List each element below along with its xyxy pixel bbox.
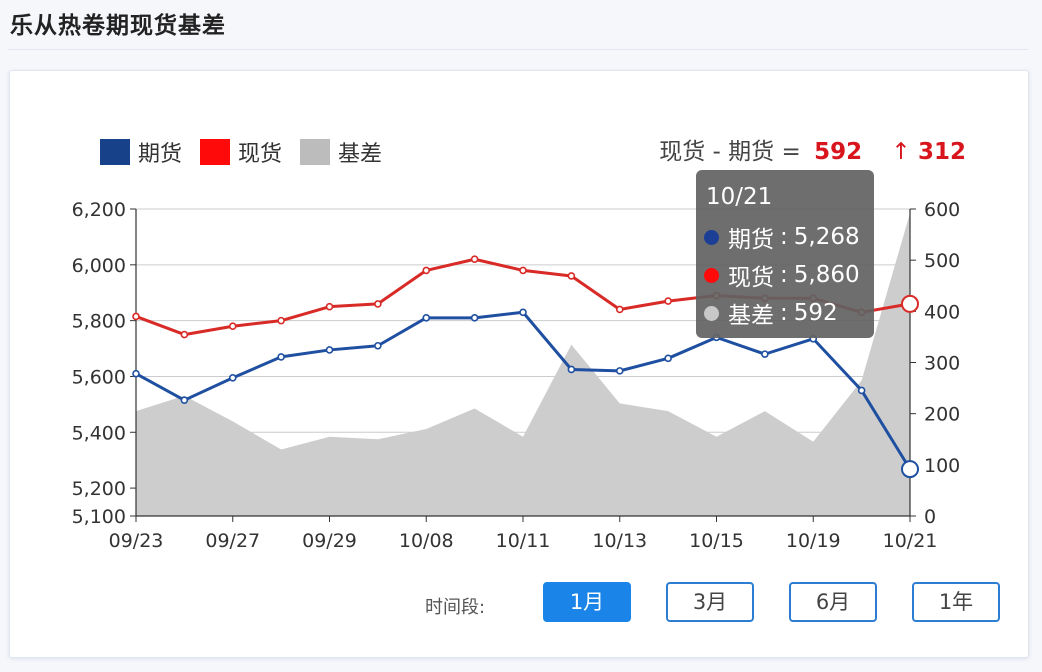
legend-swatch-spot (200, 139, 231, 165)
legend-label-futures: 期货 (138, 142, 183, 167)
legend-swatch-futures (100, 139, 130, 165)
tooltip-dot-futures (704, 229, 719, 245)
period-button-6m[interactable]: 6月 (789, 582, 877, 622)
chart-legend: 期货 现货 基差 (100, 136, 400, 168)
tooltip-name-spot: 现货 (728, 265, 774, 291)
point-futures-10 (615, 367, 624, 375)
x-tick-label-6: 10/15 (689, 530, 744, 552)
point-spot-11 (664, 297, 672, 305)
point-spot-5 (374, 300, 382, 308)
x-tick-label-5: 10/13 (592, 530, 647, 552)
period-selector: 时间段: 1月 3月 6月 1年 (0, 582, 1042, 624)
tooltip-row-basis: 基差 : 592 (704, 296, 838, 330)
page-title: 乐从热卷期现货基差 (10, 13, 226, 39)
x-tick-label-0: 09/23 (109, 530, 164, 552)
series-area-basis (136, 213, 910, 517)
legend-item-futures[interactable]: 期货 (100, 136, 182, 168)
x-tick-label-1: 09/27 (205, 530, 260, 552)
y-right-tick-label-3: 300 (924, 353, 960, 375)
y-left-tick-label-0: 5,100 (72, 506, 126, 528)
y-right-tick-label-0: 0 (924, 506, 936, 528)
point-spot-2 (228, 322, 237, 331)
tooltip-dot-spot (704, 267, 719, 283)
point-futures-15 (857, 386, 866, 395)
point-futures-13 (761, 350, 769, 358)
tooltip-sep-spot: : (780, 262, 788, 288)
tooltip-dot-basis (704, 305, 719, 321)
point-spot-9 (567, 272, 576, 280)
legend-label-spot: 现货 (238, 142, 283, 167)
tooltip-date: 10/21 (706, 184, 773, 210)
point-spot-7 (470, 255, 479, 264)
y-left-tick-label-1: 5,200 (72, 478, 126, 500)
tooltip-value-basis: 592 (793, 300, 838, 326)
point-futures-11 (664, 354, 672, 363)
legend-label-basis: 基差 (338, 142, 383, 167)
y-right-tick-label-5: 500 (924, 250, 960, 272)
point-spot-16 (901, 294, 919, 313)
period-button-1m[interactable]: 1月 (543, 582, 631, 622)
y-left-tick-label-3: 5,600 (72, 366, 126, 388)
tooltip-sep-futures: : (780, 224, 788, 250)
point-spot-1 (180, 330, 189, 339)
tooltip-value-futures: 5,268 (793, 224, 860, 250)
y-right-tick-label-1: 100 (924, 455, 960, 477)
point-futures-4 (325, 346, 334, 354)
period-button-3m[interactable]: 3月 (666, 582, 754, 622)
point-futures-5 (374, 341, 382, 350)
point-futures-8 (519, 308, 527, 317)
chart-tooltip: 10/21 期货 : 5,268 现货 : 5,860 基差 : 592 (696, 170, 874, 338)
tooltip-name-basis: 基差 (728, 303, 774, 329)
y-left-tick-label-4: 5,800 (72, 311, 126, 333)
x-tick-label-4: 10/11 (496, 530, 551, 552)
point-spot-10 (615, 305, 624, 314)
y-left-tick-label-5: 6,000 (72, 255, 126, 277)
summary-label: 现货 - 期货 = (659, 139, 801, 165)
legend-item-basis[interactable]: 基差 (300, 136, 382, 168)
point-futures-7 (470, 314, 479, 322)
point-futures-1 (180, 396, 189, 404)
point-futures-2 (228, 374, 237, 382)
x-tick-label-2: 09/29 (302, 530, 357, 552)
point-spot-6 (422, 266, 431, 275)
up-arrow-icon: ↑ (891, 139, 911, 165)
basis-summary: 现货 - 期货 = 592 ↑ 312 (659, 132, 966, 166)
point-spot-3 (277, 316, 285, 325)
point-futures-3 (277, 353, 285, 361)
tooltip-row-futures: 期货 : 5,268 (704, 220, 860, 254)
tooltip-name-futures: 期货 (728, 227, 774, 253)
point-futures-0 (132, 369, 140, 378)
x-tick-label-7: 10/19 (786, 530, 841, 552)
point-spot-8 (519, 266, 527, 275)
y-left-tick-label-6: 6,200 (72, 199, 126, 221)
period-label: 时间段: (425, 597, 486, 618)
x-tick-label-3: 10/08 (399, 530, 454, 552)
title-divider (8, 49, 1028, 50)
point-futures-9 (567, 365, 576, 374)
y-right-tick-label-6: 600 (924, 199, 960, 221)
point-futures-6 (422, 314, 431, 322)
period-button-1y[interactable]: 1年 (912, 582, 1000, 622)
tooltip-row-spot: 现货 : 5,860 (704, 258, 860, 292)
point-spot-4 (325, 302, 334, 311)
summary-change-value: 312 (917, 139, 966, 165)
legend-swatch-basis (300, 139, 331, 165)
point-futures-16 (901, 460, 919, 479)
summary-diff-value: 592 (814, 139, 863, 165)
tooltip-sep-basis: : (780, 300, 788, 326)
legend-item-spot[interactable]: 现货 (200, 136, 282, 168)
x-tick-label-8: 10/21 (883, 530, 938, 552)
y-right-tick-label-4: 400 (924, 301, 960, 323)
tooltip-value-spot: 5,860 (793, 262, 860, 288)
chart-card (9, 70, 1029, 658)
point-spot-0 (132, 312, 140, 321)
y-left-tick-label-2: 5,400 (72, 422, 126, 444)
y-right-tick-label-2: 200 (924, 404, 960, 426)
